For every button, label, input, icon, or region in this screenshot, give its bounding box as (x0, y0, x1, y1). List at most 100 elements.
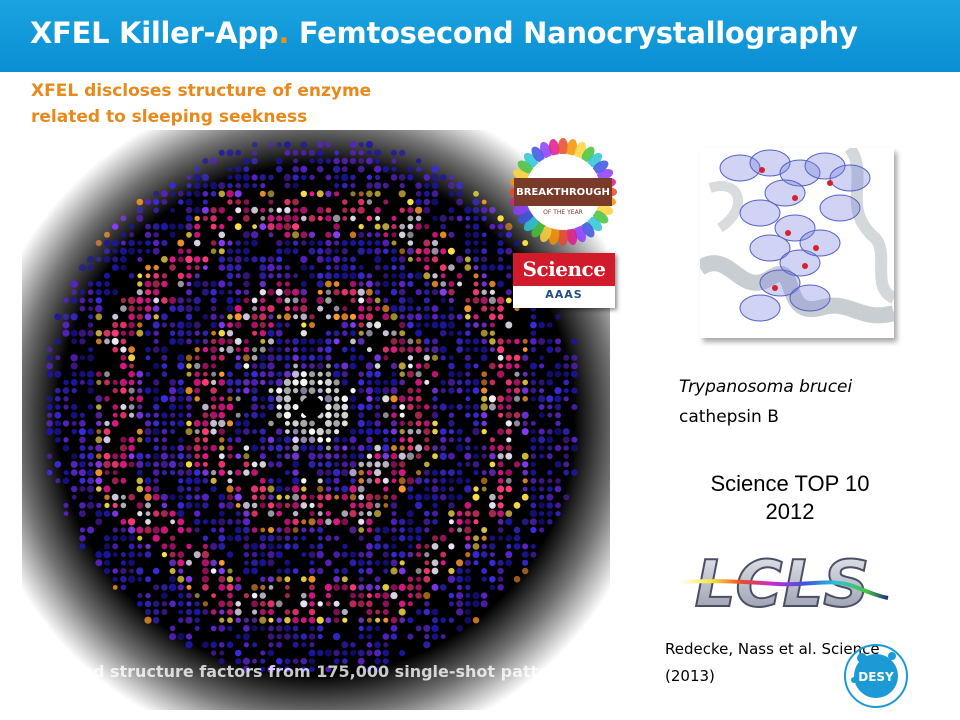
diffraction-spot (234, 173, 242, 181)
diffraction-spot (349, 354, 357, 361)
diffraction-spot (374, 584, 381, 591)
diffraction-spot (350, 183, 356, 189)
diffraction-spot (531, 421, 536, 426)
diffraction-spot (366, 560, 373, 566)
diffraction-spot (366, 321, 373, 329)
diffraction-spot (448, 527, 454, 533)
diffraction-spot (276, 502, 283, 509)
diffraction-spot (268, 478, 274, 484)
diffraction-spot (497, 346, 505, 354)
title-dot: . (278, 16, 290, 50)
diffraction-spot (358, 305, 365, 312)
diffraction-spot (177, 395, 184, 402)
diffraction-spot (333, 231, 341, 239)
diffraction-spot (366, 190, 373, 198)
diffraction-spot (145, 518, 151, 525)
diffraction-spot (226, 190, 234, 198)
diffraction-spot (218, 428, 225, 435)
diffraction-spot (235, 388, 241, 393)
diffraction-spot (128, 543, 135, 550)
diffraction-spot (70, 296, 78, 304)
diffraction-spot (152, 526, 160, 534)
diffraction-spot (119, 255, 127, 263)
diffraction-spot (415, 477, 423, 485)
diffraction-spot (169, 264, 176, 271)
diffraction-spot (252, 183, 257, 188)
diffraction-spot (423, 182, 430, 189)
diffraction-spot (185, 502, 193, 509)
diffraction-spot (260, 527, 266, 533)
diffraction-spot (456, 600, 464, 608)
diffraction-spot (104, 231, 110, 238)
diffraction-spot (464, 305, 472, 313)
diffraction-spot (219, 371, 225, 377)
diffraction-spot (284, 567, 291, 575)
diffraction-spot (439, 428, 447, 435)
diffraction-spot (226, 378, 234, 386)
diffraction-spot (186, 584, 192, 590)
diffraction-spot (235, 149, 242, 156)
diffraction-spot (456, 404, 463, 410)
diffraction-spot (407, 174, 414, 181)
diffraction-spot (358, 158, 365, 164)
diffraction-spot (334, 461, 340, 467)
diffraction-spot (210, 157, 218, 165)
diffraction-spot (111, 477, 119, 485)
diffraction-spot (391, 273, 397, 279)
diffraction-spot (431, 165, 439, 173)
diffraction-spot (448, 191, 455, 197)
diffraction-spot (530, 436, 537, 443)
diffraction-spot (301, 215, 307, 222)
diffraction-spot (391, 404, 397, 410)
diffraction-spot (186, 175, 192, 180)
diffraction-spot (210, 485, 217, 493)
diffraction-spot (522, 240, 529, 246)
diffraction-spot (234, 493, 242, 501)
diffraction-spot (522, 469, 529, 476)
diffraction-spot (317, 485, 324, 493)
diffraction-spot (382, 330, 389, 337)
diffraction-spot (375, 158, 381, 164)
diffraction-spot (539, 388, 545, 394)
diffraction-spot (522, 338, 528, 344)
diffraction-spot (235, 297, 241, 303)
diffraction-spot (399, 346, 406, 353)
diffraction-spot (571, 370, 578, 378)
diffraction-spot (79, 502, 86, 509)
diffraction-spot (79, 436, 86, 444)
diffraction-spot (112, 527, 118, 533)
diffraction-spot (193, 206, 201, 214)
diffraction-spot (488, 469, 496, 477)
diffraction-spot (390, 559, 398, 567)
diffraction-spot (243, 412, 249, 418)
diffraction-spot (423, 174, 431, 181)
diffraction-spot (308, 567, 316, 575)
diffraction-spot (333, 584, 340, 591)
diffraction-spot (186, 248, 192, 254)
diffraction-spot (465, 404, 471, 410)
diffraction-spot (234, 649, 242, 657)
diffraction-spot (350, 207, 356, 213)
diffraction-spot (529, 518, 537, 526)
diffraction-spot (227, 175, 233, 180)
diffraction-spot (292, 658, 299, 664)
diffraction-spot (161, 199, 168, 205)
diffraction-spot (308, 436, 316, 444)
diffraction-spot (152, 321, 160, 329)
diffraction-spot (488, 296, 496, 304)
diffraction-spot (497, 215, 504, 222)
diffraction-spot (374, 428, 381, 435)
diffraction-spot (235, 486, 242, 492)
diffraction-spot (170, 445, 176, 451)
diffraction-spot (522, 461, 529, 468)
diffraction-spot (137, 306, 143, 312)
diffraction-spot (431, 289, 439, 296)
diffraction-spot (390, 174, 398, 181)
diffraction-spot (358, 551, 365, 558)
diffraction-spot (408, 544, 413, 549)
diffraction-spot (456, 387, 463, 394)
diffraction-spot (309, 379, 315, 386)
diffraction-spot (514, 371, 520, 377)
diffraction-spot (234, 255, 242, 263)
diffraction-spot (563, 396, 569, 402)
